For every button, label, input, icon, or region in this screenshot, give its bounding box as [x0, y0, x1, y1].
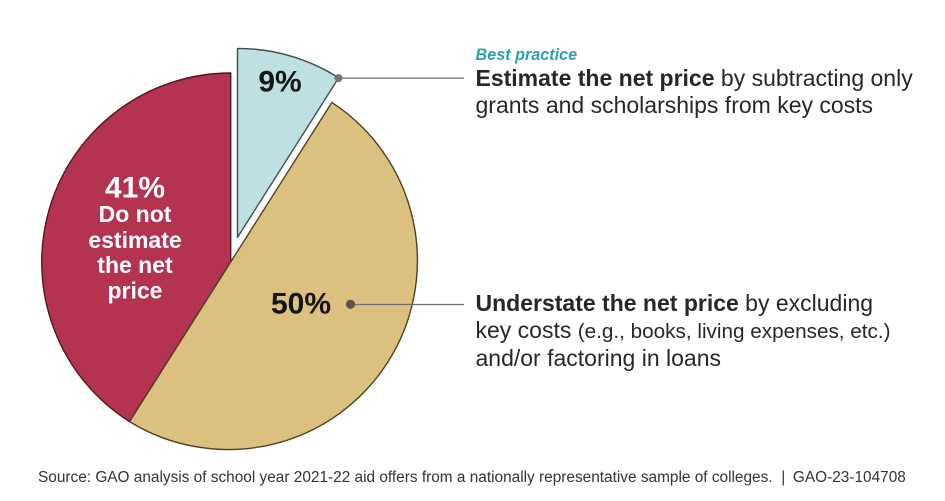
svg-text:the net: the net [97, 252, 173, 278]
svg-text:Do not: Do not [99, 201, 172, 227]
svg-text:50%: 50% [271, 288, 331, 321]
svg-text:9%: 9% [258, 65, 301, 98]
svg-text:price: price [108, 278, 163, 304]
svg-text:41%: 41% [105, 172, 165, 205]
svg-text:estimate: estimate [88, 227, 181, 253]
